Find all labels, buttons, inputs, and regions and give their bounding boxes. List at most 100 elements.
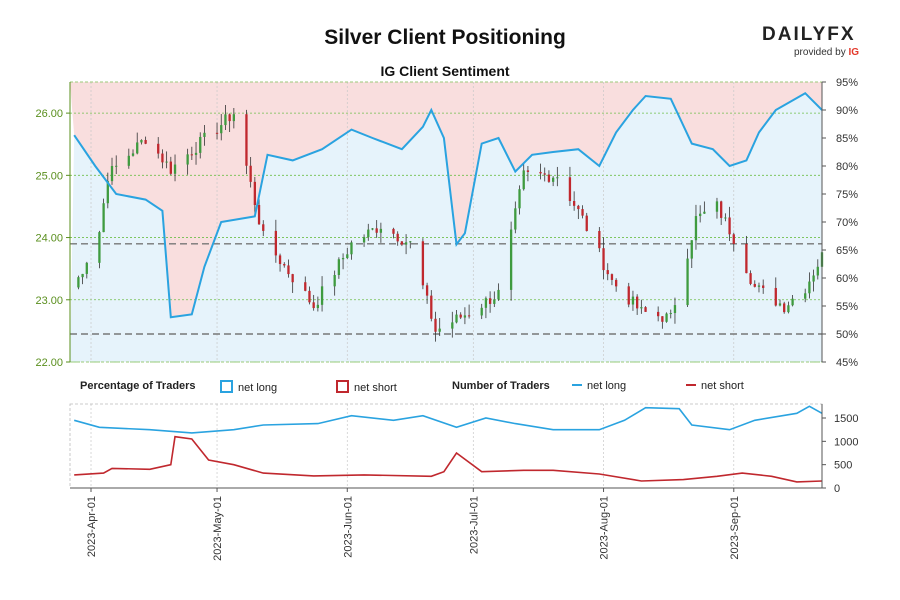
candle-body bbox=[140, 139, 143, 143]
candle-body bbox=[346, 254, 349, 259]
traders-tick-label: 0 bbox=[834, 483, 840, 495]
candle-body bbox=[98, 232, 101, 263]
candle-body bbox=[106, 181, 109, 204]
candle-body bbox=[144, 139, 147, 144]
x-tick-label: 2023-Jul-01 bbox=[468, 496, 480, 554]
candle-body bbox=[362, 237, 366, 243]
candle-body bbox=[774, 287, 777, 306]
price-tick-label: 23.00 bbox=[35, 295, 63, 307]
net-long-pct-line bbox=[73, 91, 823, 319]
candle-body bbox=[602, 248, 605, 271]
candle-body bbox=[577, 205, 580, 210]
candle-body bbox=[543, 173, 546, 175]
candle-body bbox=[375, 228, 378, 233]
x-tick-label: 2023-Apr-01 bbox=[86, 496, 98, 557]
candle-body bbox=[467, 315, 471, 317]
candle-body bbox=[249, 165, 252, 182]
candle-body bbox=[816, 266, 819, 276]
net-long-line-icon bbox=[572, 384, 582, 386]
candle-body bbox=[262, 224, 265, 231]
ig-logo: IG bbox=[848, 47, 860, 58]
x-tick-label: 2023-Aug-01 bbox=[599, 496, 611, 560]
candle-body bbox=[287, 265, 290, 275]
sentiment-tick-label: 80% bbox=[836, 161, 858, 173]
candle-body bbox=[547, 174, 551, 182]
candle-body bbox=[253, 181, 257, 206]
candle-body bbox=[333, 275, 336, 287]
candle-body bbox=[665, 313, 668, 322]
candle-body bbox=[715, 201, 719, 212]
candle-body bbox=[509, 229, 513, 290]
candle-body bbox=[661, 316, 664, 322]
candle-body bbox=[657, 311, 660, 317]
candle-body bbox=[421, 241, 425, 286]
candle-body bbox=[194, 152, 198, 155]
candle-body bbox=[224, 114, 227, 126]
candle-body bbox=[812, 275, 815, 282]
candle-body bbox=[627, 286, 630, 305]
price-tick-label: 25.00 bbox=[35, 170, 63, 182]
candle-body bbox=[320, 286, 324, 305]
candle-body bbox=[371, 228, 374, 230]
candle-body bbox=[686, 258, 689, 306]
candle-body bbox=[732, 234, 735, 244]
candle-body bbox=[749, 273, 752, 284]
candle-body bbox=[77, 277, 80, 288]
candle-body bbox=[791, 298, 794, 306]
candle-body bbox=[274, 230, 278, 256]
net-short-traders-line bbox=[74, 435, 823, 483]
chart-title: Silver Client Positioning bbox=[324, 26, 566, 49]
net-short-area bbox=[70, 82, 822, 318]
legend-pct-long: net long bbox=[220, 380, 277, 394]
candle-body bbox=[568, 177, 572, 202]
legend-num-heading: Number of Traders bbox=[452, 380, 550, 392]
candle-body bbox=[85, 262, 88, 274]
candle-body bbox=[283, 264, 286, 266]
candle-body bbox=[669, 313, 672, 315]
candle-body bbox=[367, 229, 370, 238]
candle-body bbox=[409, 241, 412, 243]
candle-body bbox=[614, 279, 618, 287]
candle-body bbox=[232, 114, 235, 122]
candle-body bbox=[190, 154, 193, 156]
candle-body bbox=[341, 258, 345, 260]
x-tick-label: 2023-May-01 bbox=[212, 496, 224, 561]
traders-panel-frame bbox=[69, 403, 823, 489]
candle-body bbox=[518, 189, 521, 209]
candle-body bbox=[312, 302, 315, 309]
candle-body bbox=[220, 125, 223, 134]
candle-body bbox=[455, 314, 458, 323]
candle-body bbox=[157, 143, 160, 154]
candle-body bbox=[539, 171, 542, 174]
candle-body bbox=[438, 328, 441, 332]
price-tick-label: 26.00 bbox=[35, 108, 63, 120]
sentiment-tick-label: 95% bbox=[836, 77, 858, 89]
candle-body bbox=[522, 170, 525, 190]
candle-body bbox=[598, 230, 601, 249]
candle-body bbox=[304, 282, 307, 291]
candle-body bbox=[551, 177, 555, 182]
candle-body bbox=[81, 273, 84, 278]
candle-body bbox=[404, 242, 408, 245]
candle-body bbox=[757, 285, 761, 287]
candle-body bbox=[379, 228, 383, 233]
candle-body bbox=[753, 283, 756, 287]
candle-body bbox=[631, 296, 635, 305]
sentiment-tick-label: 85% bbox=[836, 133, 858, 145]
candle-body bbox=[161, 153, 164, 163]
candle-body bbox=[136, 142, 139, 154]
candle-body bbox=[635, 296, 639, 309]
candle-body bbox=[215, 132, 219, 134]
x-tick-label: 2023-Sep-01 bbox=[729, 496, 741, 560]
brand-sub-text: provided by bbox=[794, 47, 846, 58]
candle-body bbox=[131, 153, 135, 156]
candle-body bbox=[165, 161, 168, 163]
candle-body bbox=[585, 215, 588, 231]
net-long-box-icon bbox=[220, 380, 233, 393]
candle-body bbox=[245, 114, 248, 166]
sentiment-tick-label: 70% bbox=[836, 217, 858, 229]
candle-body bbox=[463, 315, 467, 318]
candle-body bbox=[186, 154, 189, 165]
candle-body bbox=[783, 303, 786, 313]
candle-body bbox=[804, 293, 807, 299]
